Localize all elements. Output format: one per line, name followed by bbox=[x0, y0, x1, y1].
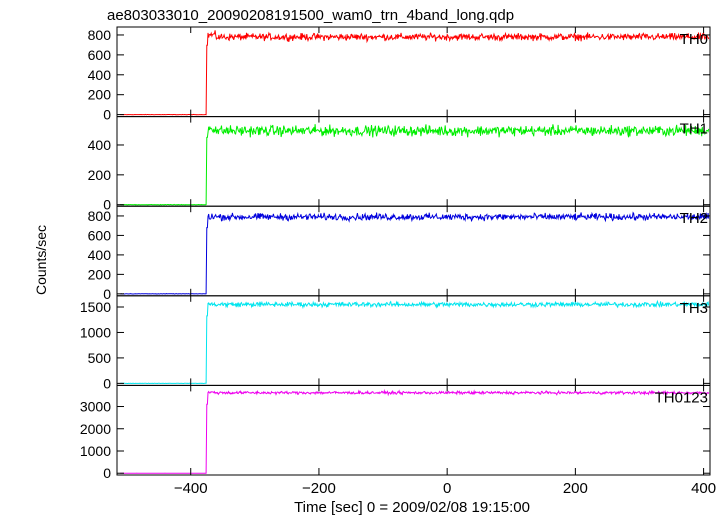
panel-th0123: 0 1000 2000 3000 TH0123 bbox=[80, 384, 711, 481]
y-tick-label: 400 bbox=[88, 67, 112, 83]
y-tick-label: 400 bbox=[88, 137, 112, 153]
panel-label-th0123: TH0123 bbox=[655, 389, 708, 406]
panel-th3: 0 500 1000 1500 TH3 bbox=[80, 295, 711, 391]
y-tick-label: 600 bbox=[88, 47, 112, 63]
x-tick-label: −400 bbox=[174, 480, 208, 497]
panel-label-th0: TH0 bbox=[680, 31, 708, 48]
x-tick-label: 400 bbox=[691, 480, 716, 497]
panel-label-th1: TH1 bbox=[680, 121, 708, 138]
panel-th1: 0 200 400 TH1 bbox=[88, 116, 711, 213]
y-tick-label: 800 bbox=[88, 27, 112, 43]
x-tick-label: −200 bbox=[302, 480, 336, 497]
y-tick-label: 200 bbox=[88, 87, 112, 103]
y-tick-label: 500 bbox=[88, 350, 112, 366]
panel-frame bbox=[116, 384, 711, 476]
y-tick-label: 0 bbox=[103, 107, 111, 123]
x-tick-label: 0 bbox=[443, 480, 451, 497]
y-tick-label: 1000 bbox=[80, 443, 111, 459]
y-tick-label: 800 bbox=[88, 208, 112, 224]
y-tick-label: 1000 bbox=[80, 324, 111, 340]
y-axis-label: Counts/sec bbox=[33, 225, 49, 295]
y-tick-label: 200 bbox=[88, 167, 112, 183]
y-tick-label: 0 bbox=[103, 465, 111, 481]
plot-area: 0 200 400 600 800 TH0 0 200 400 TH1 0 200 400 600 800 T… bbox=[80, 26, 716, 497]
y-tick-label: 0 bbox=[103, 375, 111, 391]
series-line-th3 bbox=[120, 299, 710, 385]
y-tick-label: 600 bbox=[88, 227, 112, 243]
y-tick-label: 400 bbox=[88, 247, 112, 263]
panel-th0: 0 200 400 600 800 TH0 bbox=[88, 26, 711, 123]
x-tick-label: 200 bbox=[563, 480, 588, 497]
series-line-th2 bbox=[120, 211, 710, 295]
x-axis-label: Time [sec] 0 = 2009/02/08 19:15:00 bbox=[294, 499, 530, 516]
series-line-th0123 bbox=[120, 388, 710, 474]
panel-label-th3: TH3 bbox=[680, 300, 708, 317]
series-line-th0 bbox=[120, 30, 710, 116]
panel-label-th2: TH2 bbox=[680, 210, 708, 227]
y-tick-label: 200 bbox=[88, 266, 112, 282]
y-tick-label: 0 bbox=[103, 197, 111, 213]
y-tick-label: 2000 bbox=[80, 421, 111, 437]
panel-th2: 0 200 400 600 800 TH2 bbox=[88, 205, 711, 302]
y-tick-label: 3000 bbox=[80, 399, 111, 415]
y-tick-label: 1500 bbox=[80, 299, 111, 315]
y-tick-label: 0 bbox=[103, 286, 111, 302]
series-line-th1 bbox=[120, 124, 710, 206]
chart-title: ae803033010_20090208191500_wam0_trn_4ban… bbox=[107, 7, 514, 24]
